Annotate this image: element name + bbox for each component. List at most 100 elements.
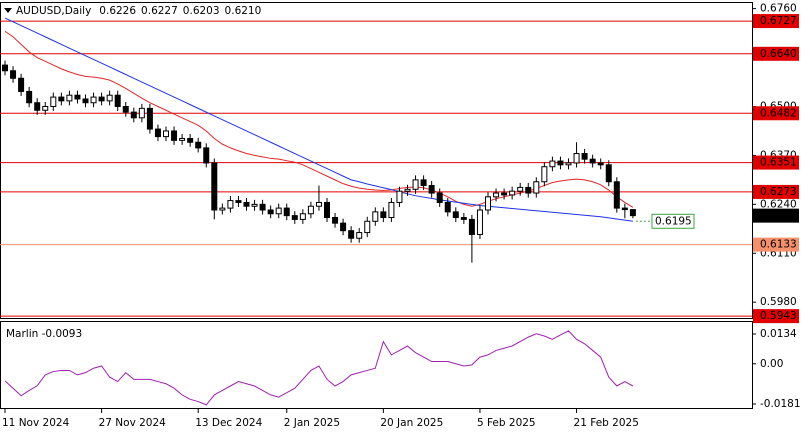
candle-body [114,94,121,107]
candle-body [179,137,186,141]
menu-triangle [4,8,12,13]
candle-body [613,181,620,209]
level-label-bg [753,106,799,121]
candle-body [621,207,628,211]
y-tick-label: 0.0134 [760,328,797,340]
candle-body [476,209,483,235]
ohlc-value: 0.6210 [225,5,262,17]
candle-body [138,107,145,119]
candle-body [283,207,290,217]
candle-body [581,153,588,160]
candle-body [211,162,218,211]
level-label: 0.6640 [760,48,797,60]
candle-body [98,96,105,102]
candle-body [541,166,548,183]
candle-body [412,179,419,190]
ohlc-value: 0.6203 [183,5,220,17]
level-label-bg [753,14,799,29]
x-tick-label: 13 Dec 2024 [195,417,262,429]
candle-body [332,217,339,224]
level-label: 0.6351 [760,157,797,169]
candle-body [460,217,467,220]
candle-body [380,211,387,219]
candle-body [428,185,435,194]
level-label-bg [753,237,799,252]
y-tick-label: -0.0181 [760,398,801,410]
candle-body [130,111,137,119]
candle-body [589,158,596,164]
candle-body [227,200,234,209]
candle-body [219,207,226,211]
ohlc-value: 0.6226 [99,5,136,17]
y-tick-label: 0.5980 [760,296,797,308]
x-tick-label: 27 Nov 2024 [99,417,167,429]
level-label: 0.6133 [760,239,797,251]
price-label-bg [753,208,799,223]
x-tick-label: 11 Nov 2024 [2,417,70,429]
ma-label-box [651,213,695,229]
candle-body [259,203,266,211]
candle-body [34,102,41,111]
candle-body [509,190,516,196]
ohlc-value: 0.6227 [141,5,178,17]
candle-body [275,207,282,215]
indicator-line [4,330,634,406]
candle-body [291,215,298,220]
price-label: 0.6210 [760,210,797,222]
level-label-bg [753,155,799,170]
candle-body [452,211,459,219]
symbol-label: AUDUSD,Daily [16,5,91,17]
candle-body [18,77,25,92]
level-label: 0.6482 [760,107,797,119]
candle-body [404,188,411,192]
level-label: 0.6273 [760,186,797,198]
candle-body [388,201,395,219]
candle-body [2,64,8,72]
x-tick-label: 21 Feb 2025 [574,417,639,429]
candle-body [340,222,347,232]
candle-body [573,153,580,164]
x-tick-label: 5 Feb 2025 [477,417,536,429]
candle-body [396,190,403,203]
candle-body [517,186,524,192]
candle-body [50,96,57,107]
candle-body [10,70,17,79]
level-label: 0.5943 [760,310,797,322]
candle-body [436,192,443,203]
candle-body [364,220,371,234]
candle-body [163,130,169,138]
candle-body [420,179,427,187]
level-label: 0.6727 [760,15,797,27]
candle-body [525,186,532,194]
candle-body [501,192,508,196]
candle-body [122,105,129,113]
candle-body [235,200,242,203]
candle-body [203,147,210,164]
x-tick-label: 20 Jan 2025 [380,417,443,429]
candle-body [66,94,73,102]
x-tick-label: 2 Jan 2025 [284,417,340,429]
candle-body [26,90,33,104]
level-label-bg [753,46,799,61]
candle-body [187,137,194,143]
candle-body [356,232,363,239]
candle-body [565,162,572,166]
candle-body [605,164,612,183]
candle-body [533,181,540,194]
candle-body [195,141,202,149]
candle-body [171,130,178,141]
candle-body [58,96,65,102]
candle-body [82,98,89,104]
candle-body [485,196,491,211]
candle-body [299,213,306,220]
moving-average [4,17,633,222]
candle-body [557,160,564,166]
indicator-title: Marlin -0.0093 [6,328,82,340]
candle-body [154,128,161,138]
level-label-bg [753,184,799,199]
candle-body [267,209,274,215]
candle-body [597,162,604,166]
candle-body [629,209,636,217]
y-tick-label: 0.6760 [760,3,797,15]
candle-body [307,205,314,215]
